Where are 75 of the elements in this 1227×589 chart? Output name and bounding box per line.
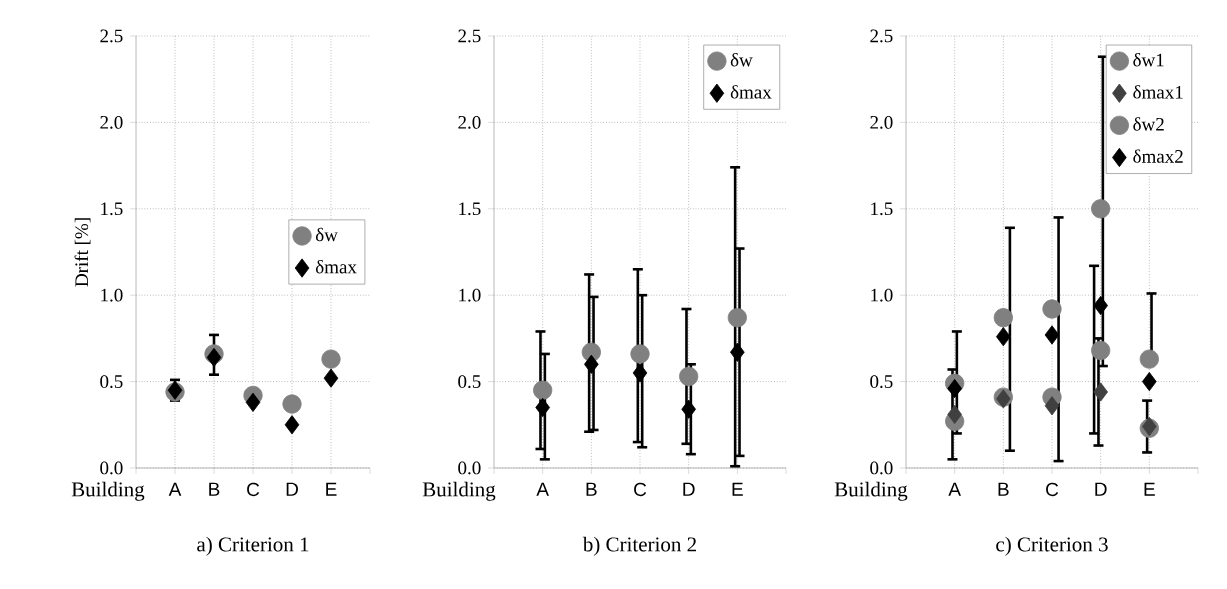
text: a) Criterion 1 (197, 536, 309, 556)
legend-label: δmax2 (1133, 149, 1183, 163)
x-tick-label: C (247, 482, 260, 497)
x-tick-label: A (948, 482, 961, 496)
x-tick-label: A (536, 482, 549, 496)
x-tick-label: E (1144, 482, 1155, 496)
point (947, 378, 962, 399)
legend-label: δmax (315, 260, 357, 274)
y-tick-label: 2.0 (100, 115, 123, 129)
y-tick-label: 0.5 (458, 375, 481, 389)
y-tick-label: 0.0 (458, 461, 481, 475)
point (321, 349, 341, 369)
y-tick-label: 1.0 (871, 288, 893, 302)
point (584, 354, 599, 374)
point (1042, 299, 1062, 319)
x-axis-title: Building (71, 481, 145, 501)
point (1044, 325, 1060, 345)
text: c) Criterion 3 (996, 536, 1108, 556)
point (679, 366, 699, 386)
legend-label: δw2 (1133, 117, 1164, 131)
y-tick-label: 2.5 (870, 29, 893, 43)
y-axis-title: Drift [%] (74, 218, 91, 287)
point (245, 392, 261, 412)
y-tick-label: 0.5 (100, 375, 123, 389)
point (323, 368, 339, 388)
y-tick-label: 2.0 (458, 115, 481, 129)
point (1091, 340, 1111, 361)
y-tick-label: 2.0 (870, 115, 893, 129)
x-tick-label: B (209, 482, 220, 496)
legend-label: δw1 (1133, 53, 1164, 67)
point (1091, 199, 1111, 219)
legend-label: δw (730, 53, 753, 67)
x-axis-title: Building (834, 481, 908, 501)
y-tick-label: 1.5 (459, 202, 481, 216)
legend-label: δw (315, 227, 338, 242)
legend-label: δmax (730, 85, 772, 99)
x-tick-label: C (1046, 482, 1059, 497)
point (284, 415, 300, 435)
y-tick-label: 0.0 (870, 461, 893, 475)
y-tick-label: 2.5 (100, 29, 123, 43)
y-tick-label: 2.5 (458, 29, 481, 43)
point (533, 380, 553, 400)
x-tick-label: B (586, 482, 597, 496)
y-tick-label: 1.5 (101, 202, 123, 216)
x-tick-label: D (286, 482, 298, 496)
point (630, 344, 650, 364)
point (727, 308, 747, 328)
point (996, 327, 1011, 347)
point (632, 363, 648, 383)
x-tick-label: C (634, 482, 647, 497)
point (1142, 371, 1157, 392)
point (730, 342, 745, 362)
text: b) Criterion 2 (582, 536, 696, 556)
x-tick-label: A (168, 482, 182, 496)
point (1093, 295, 1108, 316)
point (282, 394, 302, 414)
legend-label: δmax1 (1133, 85, 1183, 99)
y-tick-label: 0.0 (100, 461, 123, 475)
point (535, 397, 550, 418)
x-tick-label: D (1095, 482, 1107, 496)
point (1139, 349, 1159, 369)
point (681, 399, 696, 419)
x-tick-label: E (732, 482, 743, 496)
y-tick-label: 1.0 (459, 288, 481, 302)
y-tick-label: 1.0 (101, 288, 123, 302)
point (1093, 382, 1108, 402)
y-tick-label: 0.5 (870, 375, 893, 389)
x-tick-label: E (326, 482, 337, 496)
x-axis-title: Building (422, 481, 496, 501)
x-tick-label: D (683, 482, 695, 496)
point (993, 308, 1013, 328)
y-tick-label: 1.5 (871, 202, 893, 216)
point (1044, 396, 1060, 416)
point (947, 404, 962, 425)
x-tick-label: B (998, 482, 1009, 496)
